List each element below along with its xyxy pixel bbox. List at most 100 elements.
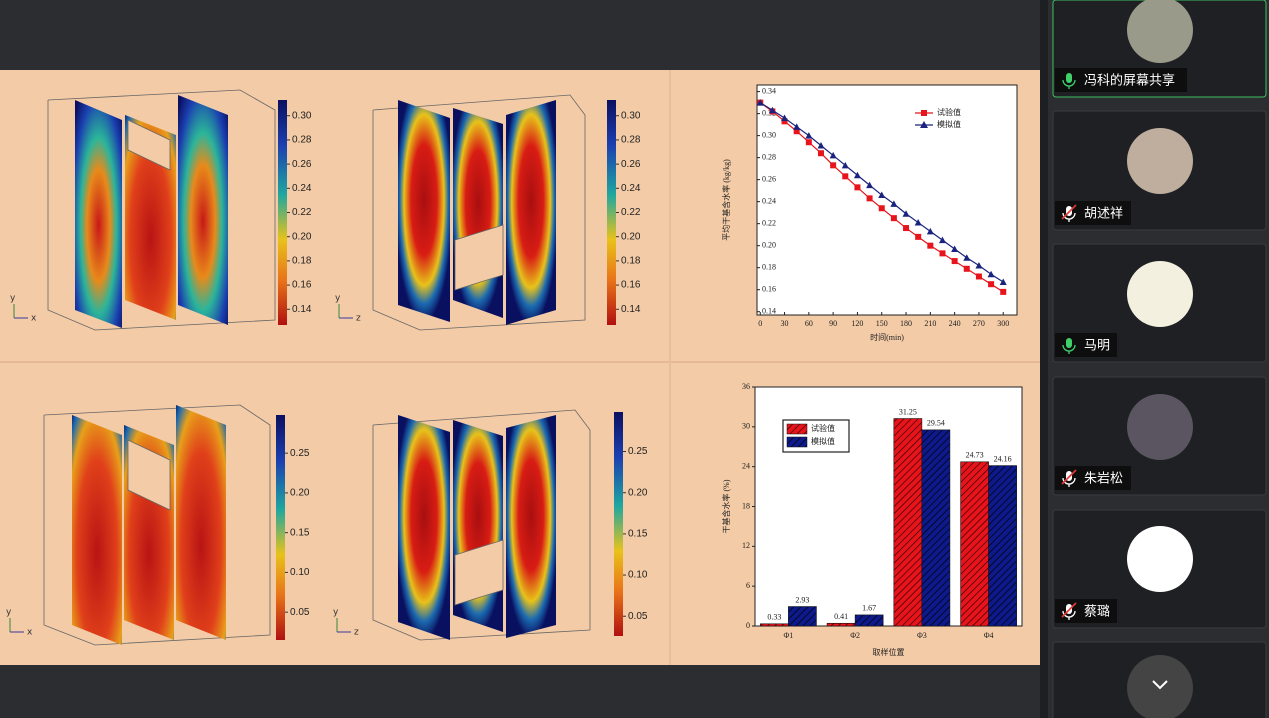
x-axis-label: 取样位置: [873, 647, 905, 657]
colorbar-tick-label: 0.22: [621, 207, 641, 218]
simulation-panel: [47, 89, 276, 331]
value-label: 24.16: [994, 454, 1012, 463]
colorbar-tick-label: 0.28: [621, 135, 641, 146]
marker: [951, 258, 958, 265]
colorbar-tick-label: 0.25: [628, 446, 648, 457]
marker: [841, 161, 849, 169]
bar: [826, 622, 856, 627]
marker: [805, 132, 813, 139]
axis-label: y: [335, 294, 341, 304]
colorbar-tick-label: 0.15: [628, 529, 648, 540]
colorbar: [276, 415, 285, 640]
colorbar-tick-label: 0.10: [290, 567, 310, 578]
colorbar-tick-label: 0.05: [290, 607, 310, 618]
axis-label: y: [6, 608, 12, 618]
colorbar-tick-label: 0.25: [290, 448, 310, 459]
y-tick-label: 12: [742, 541, 750, 550]
x-tick-label: 60: [805, 319, 813, 328]
bar: [788, 606, 817, 627]
mic-icon: [1062, 212, 1076, 222]
marker: [926, 227, 934, 235]
participant-name: 胡述祥: [1084, 207, 1123, 222]
y-tick-label: 0.18: [762, 263, 776, 272]
bar: [893, 418, 923, 627]
simulation-panel: [372, 409, 591, 641]
x-axis-label: 时间(min): [870, 332, 904, 342]
colorbar-tick-label: 0.30: [621, 110, 641, 121]
y-axis-label: 干基含水率 (%): [721, 479, 731, 533]
simulation-panel: [43, 404, 271, 646]
mic-icon: [1062, 477, 1076, 487]
x-tick-label: 120: [851, 319, 863, 328]
marker: [853, 171, 861, 179]
y-tick-label: 0: [746, 621, 750, 630]
legend-swatch: [786, 423, 808, 435]
x-tick-label: Φ4: [984, 631, 994, 640]
axis-label: y: [10, 294, 16, 304]
bar: [921, 429, 951, 627]
colorbar-tick-label: 0.26: [621, 159, 641, 170]
x-tick-label: 150: [876, 319, 888, 328]
avatar: [1127, 655, 1193, 718]
avatar: [1127, 128, 1193, 194]
colorbar-tick-label: 0.16: [292, 280, 312, 291]
value-label: 31.25: [899, 407, 917, 416]
colorbar-tick-label: 0.24: [292, 183, 312, 194]
avatar: [1127, 526, 1193, 592]
marker: [915, 233, 922, 240]
marker: [987, 270, 995, 278]
marker: [781, 118, 788, 125]
participant-tile[interactable]: 冯科的屏幕共享: [1052, 0, 1267, 98]
marker: [854, 184, 861, 191]
marker: [999, 278, 1007, 285]
participant-tile[interactable]: 蔡璐: [1052, 509, 1267, 629]
colorbar-tick-label: 0.14: [621, 304, 641, 315]
participant-tile[interactable]: 胡述祥: [1052, 110, 1267, 231]
colorbar-tick-label: 0.28: [292, 135, 312, 146]
marker: [805, 139, 812, 146]
mic-icon: [1062, 610, 1076, 620]
simulation-panel: [372, 94, 586, 331]
marker: [890, 215, 897, 222]
marker: [902, 210, 910, 217]
marker: [963, 254, 971, 261]
value-label: 29.54: [927, 419, 945, 428]
x-tick-label: 270: [973, 319, 985, 328]
marker: [768, 106, 776, 114]
participant-name: 朱岩松: [1084, 472, 1123, 487]
value-label: 0.41: [834, 612, 848, 621]
name-tag: [1055, 68, 1187, 92]
colorbar-tick-label: 0.24: [621, 183, 641, 194]
y-tick-label: 0.24: [762, 196, 776, 205]
marker: [903, 225, 910, 232]
avatar: [1127, 0, 1193, 63]
marker: [890, 200, 898, 207]
y-tick-label: 30: [742, 422, 750, 431]
marker: [1000, 288, 1007, 295]
splitter[interactable]: [1040, 0, 1048, 718]
mic-icon: [1066, 338, 1072, 348]
plot-area: [756, 84, 1018, 316]
legend-label: 试验值: [811, 423, 835, 433]
x-tick-label: 300: [997, 319, 1009, 328]
name-tag: [1055, 333, 1117, 357]
colorbar-tick-label: 0.15: [290, 527, 310, 538]
y-tick-label: 0.26: [762, 174, 776, 183]
axis-label: z: [356, 314, 361, 324]
colorbar-tick-label: 0.05: [628, 611, 648, 622]
marker: [878, 191, 886, 199]
y-tick-label: 0.22: [762, 218, 776, 227]
x-tick-label: 0: [758, 319, 762, 328]
participant-tile[interactable]: [1052, 641, 1267, 718]
marker: [842, 173, 849, 180]
marker: [793, 123, 801, 130]
participant-tile[interactable]: 马明: [1052, 243, 1267, 363]
y-tick-label: 0.30: [762, 130, 776, 139]
collapse-icon[interactable]: [1152, 680, 1168, 690]
participant-name: 马明: [1084, 339, 1110, 354]
mic-icon: [1066, 73, 1072, 83]
axis-label: x: [31, 314, 37, 324]
participant-tile[interactable]: 朱岩松: [1052, 376, 1267, 496]
y-tick-label: 6: [746, 581, 750, 590]
